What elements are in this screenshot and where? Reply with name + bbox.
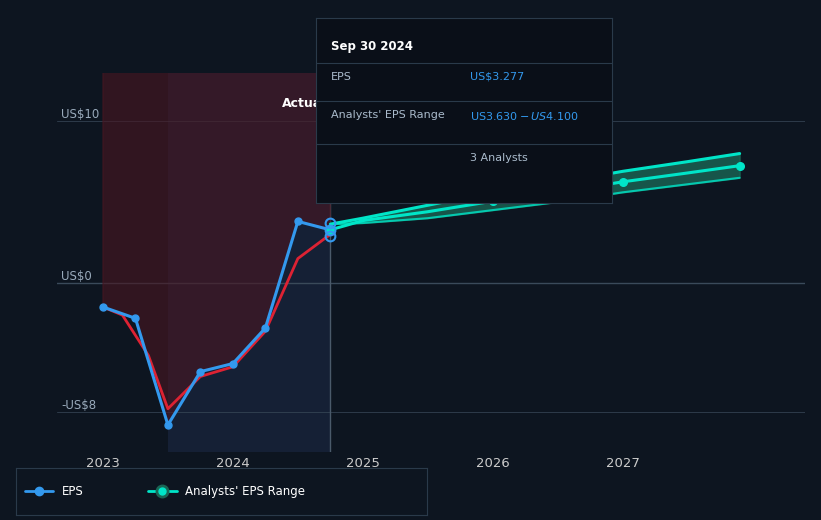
Text: US$3.277: US$3.277 [470,72,524,82]
Text: Analysts Forecasts: Analysts Forecasts [337,97,453,110]
Text: EPS: EPS [62,485,83,498]
Text: US$10: US$10 [62,108,99,121]
Point [323,226,337,234]
Text: Sep 30 2024: Sep 30 2024 [331,41,413,54]
Point [259,324,272,332]
Point [733,162,746,170]
Point [616,178,629,186]
Point [291,217,305,226]
Point [129,314,142,322]
Point [323,226,337,234]
Text: EPS: EPS [331,72,351,82]
Bar [168,73,330,452]
Text: -US$8: -US$8 [62,399,97,412]
Point [227,359,240,368]
Text: Actual: Actual [282,97,327,110]
Text: Analysts' EPS Range: Analysts' EPS Range [331,110,445,121]
Point [162,421,175,429]
Text: 3 Analysts: 3 Analysts [470,153,528,163]
Text: US$3.630 - US$4.100: US$3.630 - US$4.100 [470,110,579,123]
Text: US$0: US$0 [62,270,92,283]
Text: Analysts' EPS Range: Analysts' EPS Range [185,485,305,498]
Point [96,303,109,311]
Point [194,368,207,376]
Point [486,197,499,205]
